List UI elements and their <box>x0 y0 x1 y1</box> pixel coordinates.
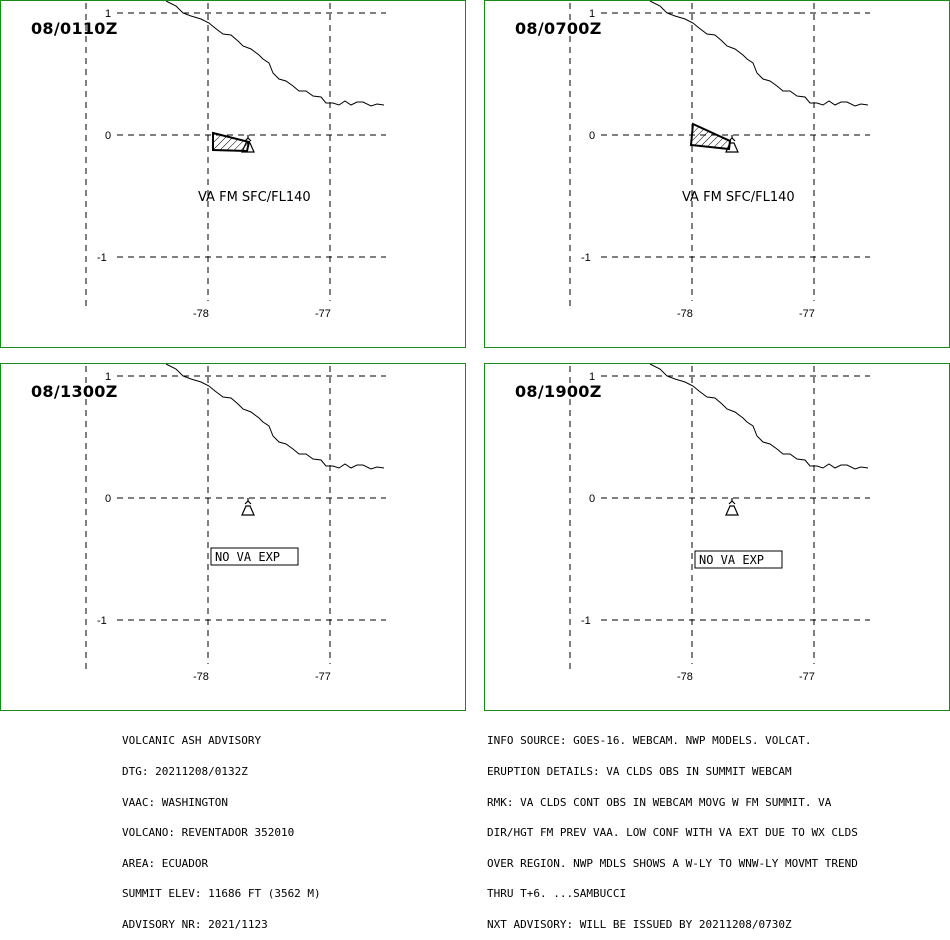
lat-label-minus1: -1 <box>581 615 591 627</box>
lon-label-78: -78 <box>677 308 693 320</box>
lat-label-1: 1 <box>105 371 111 383</box>
lon-label-77: -77 <box>315 308 331 320</box>
map-svg: 1 0 -1 -78 -77 NO VA EXP <box>569 364 870 683</box>
no-va-box <box>210 547 299 566</box>
grid <box>569 366 870 674</box>
advisory-line: SUMMIT ELEV: 11686 FT (3562 M) <box>122 887 321 901</box>
lon-label-77: -77 <box>799 308 815 320</box>
panel-0700z: 08/0700Z 1 0 -1 -78 -77 <box>484 0 950 348</box>
border-line <box>165 1 385 107</box>
grid <box>569 3 870 311</box>
lon-label-78: -78 <box>677 671 693 683</box>
advisory-line: ERUPTION DETAILS: VA CLDS OBS IN SUMMIT … <box>487 765 792 778</box>
panel-time: 08/0110Z <box>31 19 118 38</box>
lon-label-78: -78 <box>193 308 209 320</box>
advisory-line: NXT ADVISORY: WILL BE ISSUED BY 20211208… <box>487 917 792 931</box>
advisory-line: ADVISORY NR: 2021/1123 <box>122 917 268 931</box>
advisory-line: VOLCANO: REVENTADOR 352010 <box>122 826 295 840</box>
lat-label-minus1: -1 <box>97 615 107 627</box>
advisory-line: RMK: VA CLDS CONT OBS IN WEBCAM MOVG W F… <box>487 795 832 809</box>
panel-time: 08/0700Z <box>515 19 602 38</box>
map-svg: 1 0 -1 -78 -77 VA FM SFC/FL140 <box>569 1 870 320</box>
lon-label-77: -77 <box>315 671 331 683</box>
lon-label-77: -77 <box>799 671 815 683</box>
panel-1900z: 08/1900Z 1 0 -1 -78 -77 NO VA EXP <box>484 363 950 711</box>
lat-label-minus1: -1 <box>97 252 107 264</box>
border-line <box>649 1 869 107</box>
panel-time: 08/1300Z <box>31 382 118 401</box>
lat-label-minus1: -1 <box>581 252 591 264</box>
lat-label-0: 0 <box>105 130 111 142</box>
ash-cloud <box>689 122 732 151</box>
no-va-box <box>694 550 783 569</box>
advisory-line: VAAC: WASHINGTON <box>122 795 228 809</box>
advisory-line: INFO SOURCE: GOES-16. WEBCAM. NWP MODELS… <box>487 734 812 748</box>
no-va-label: NO VA EXP <box>215 550 280 564</box>
lat-label-1: 1 <box>105 8 111 20</box>
lat-label-0: 0 <box>105 493 111 505</box>
grid <box>85 3 386 311</box>
grid <box>85 366 386 674</box>
map-svg: 1 0 -1 -78 -77 NO VA EXP <box>85 364 386 683</box>
panel-time: 08/1900Z <box>515 382 602 401</box>
volcano-icon <box>725 135 739 153</box>
va-label: VA FM SFC/FL140 <box>682 190 795 205</box>
lat-label-1: 1 <box>589 8 595 20</box>
volcano-icon <box>725 498 739 516</box>
lon-label-78: -78 <box>193 671 209 683</box>
map-svg: 1 0 -1 -78 -77 VA FM SFC/FL140 <box>85 1 386 320</box>
advisory-header-text: VOLCANIC ASH ADVISORY DTG: 20211208/0132… <box>122 716 321 940</box>
lat-label-0: 0 <box>589 130 595 142</box>
advisory-line: AREA: ECUADOR <box>122 856 209 870</box>
border-line <box>165 364 385 470</box>
volcano-icon <box>241 498 255 516</box>
panel-0110z: 08/0110Z 1 0 -1 -78 -77 <box>0 0 466 348</box>
advisory-line: THRU T+6. ...SAMBUCCI <box>487 887 627 901</box>
border-line <box>649 364 869 470</box>
panel-1300z: 08/1300Z 1 0 -1 -78 -77 NO VA EXP <box>0 363 466 711</box>
advisory-line: OVER REGION. NWP MDLS SHOWS A W-LY TO WN… <box>487 856 858 870</box>
volcano-icon <box>241 135 255 153</box>
ash-cloud <box>212 131 251 153</box>
no-va-label: NO VA EXP <box>699 553 764 567</box>
va-label: VA FM SFC/FL140 <box>198 190 311 205</box>
advisory-line: DTG: 20211208/0132Z <box>122 765 248 778</box>
lat-label-0: 0 <box>589 493 595 505</box>
advisory-line: DIR/HGT FM PREV VAA. LOW CONF WITH VA EX… <box>487 826 858 840</box>
lat-label-1: 1 <box>589 371 595 383</box>
advisory-line: VOLCANIC ASH ADVISORY <box>122 734 262 748</box>
advisory-remarks-text: INFO SOURCE: GOES-16. WEBCAM. NWP MODELS… <box>487 716 858 940</box>
